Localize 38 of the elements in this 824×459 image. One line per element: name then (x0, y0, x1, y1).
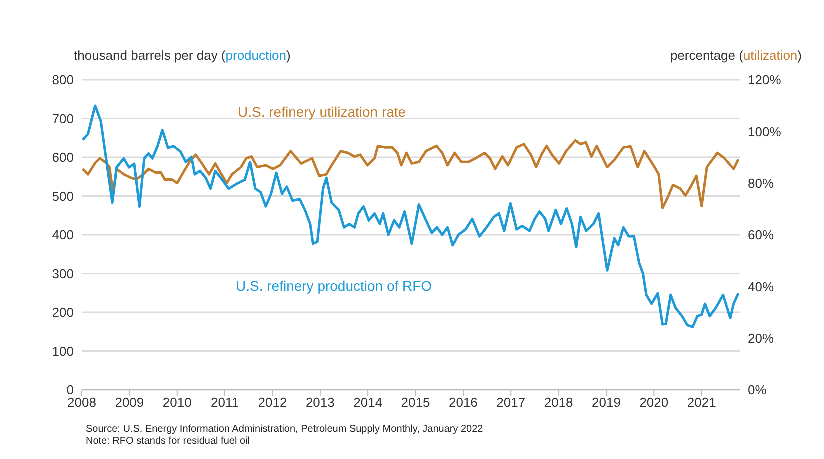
y-tick-label: 0 (66, 382, 74, 398)
line-series (82, 104, 740, 328)
y-tick-label: 200 (52, 305, 74, 320)
x-tick-label: 2015 (401, 395, 430, 410)
x-tick-label: 2017 (496, 395, 526, 410)
x-tick-label: 2019 (592, 395, 621, 410)
line-series (82, 139, 740, 210)
y2-tick-label: 20% (748, 330, 774, 346)
x-tick-label: 2016 (448, 395, 478, 410)
x-tick-label: 2013 (306, 395, 335, 410)
y-tick-label: 100 (52, 344, 74, 359)
y-tick-label: 700 (52, 111, 74, 126)
x-tick-label: 2014 (354, 395, 383, 410)
text: U.S. refinery production of RFO (236, 278, 432, 294)
y2-tick-label: 40% (748, 279, 774, 294)
x-tick-label: 2010 (162, 395, 192, 410)
y2-tick-label: 60% (748, 228, 774, 243)
x-tick-label: 2012 (258, 395, 288, 410)
text: U.S. refinery utilization rate (238, 104, 406, 120)
x-tick-label: 2008 (68, 395, 96, 410)
y-tick-label: 800 (52, 72, 74, 88)
y2-tick-label: 0% (748, 382, 768, 398)
y-tick-label: 400 (52, 228, 74, 243)
text: Note: RFO stands for residual fuel oil (86, 436, 251, 448)
y2-tick-label: 80% (748, 176, 774, 191)
y2-tick-label: 100% (748, 124, 782, 140)
y2-tick-label: 120% (748, 72, 782, 88)
y-axis-title: thousand barrels per day (production) (74, 48, 291, 63)
y-tick-label: 600 (52, 150, 74, 166)
x-tick-label: 2020 (640, 395, 669, 410)
x-tick-label: 2021 (687, 395, 716, 410)
source-note: Source: U.S. Energy Information Administration, Petroleum Supply Monthly, January 2022 (86, 424, 484, 436)
x-tick-label: 2009 (115, 395, 144, 410)
y-tick-label: 300 (52, 266, 74, 282)
y2-axis-title: percentage (utilization) (670, 48, 802, 63)
x-tick-label: 2018 (544, 395, 574, 410)
y-tick-label: 500 (52, 188, 74, 204)
x-tick-label: 2011 (211, 395, 240, 410)
